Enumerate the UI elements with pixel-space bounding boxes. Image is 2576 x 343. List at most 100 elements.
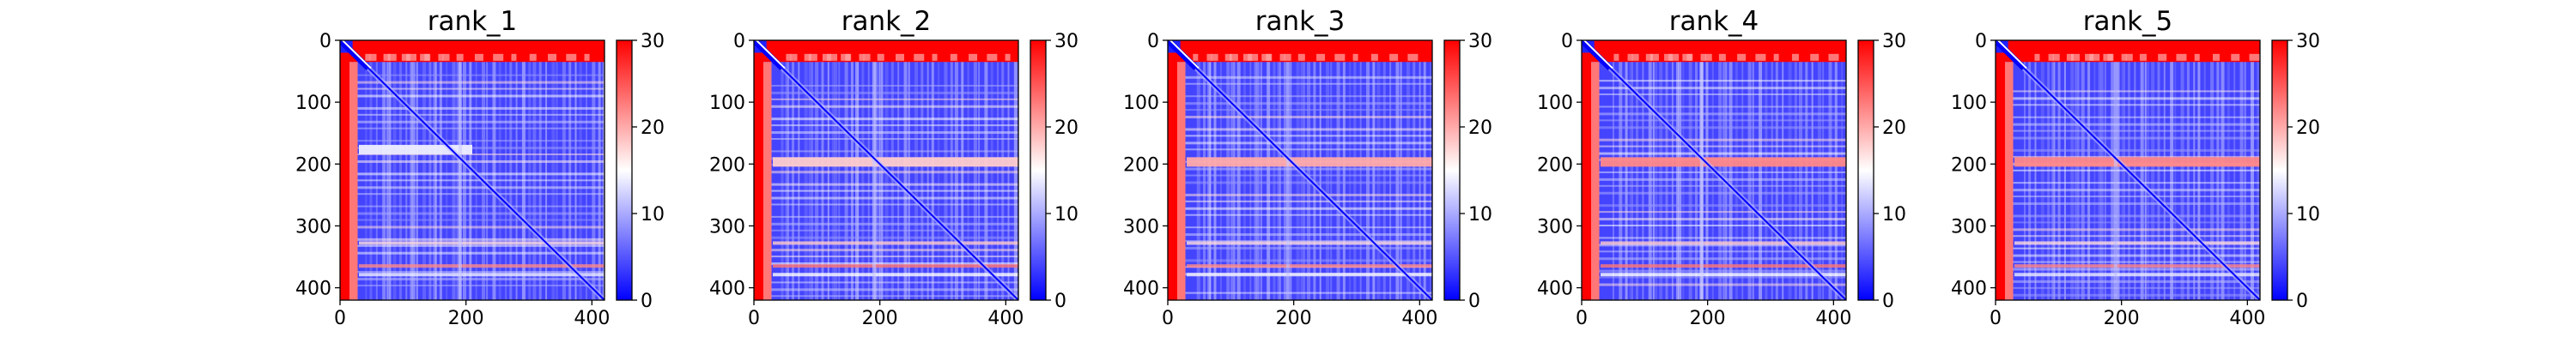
heatmap-streak-row: [1996, 202, 2260, 206]
heatmap-streak-col: [433, 40, 437, 300]
y-tick-label: 0: [733, 31, 745, 52]
colorbar-tick-label: 20: [1882, 117, 1906, 139]
heatmap-streak-col: [1678, 40, 1682, 300]
heatmap-streak-col: [1001, 40, 1005, 300]
x-tick-label: 0: [1162, 308, 1174, 329]
colorbar-tick-label: 30: [1054, 31, 1078, 52]
heatmap-streak-col: [1007, 40, 1010, 300]
heatmap-streak-col: [1834, 40, 1838, 300]
heatmap-streak-col: [498, 40, 501, 300]
x-tick-label: 200: [2104, 308, 2140, 329]
heatmap-top-speckle: [2052, 53, 2060, 61]
heatmap-streak-col: [798, 40, 800, 300]
heatmap-row-band: [359, 264, 605, 268]
heatmap-highlight-band: [2014, 157, 2260, 167]
chart-title: rank_1: [428, 6, 518, 37]
colorbar-tick-label: 30: [1882, 31, 1906, 52]
heatmap-streak-row: [1168, 141, 1432, 145]
heatmap-left-strip-inner: [763, 62, 772, 300]
axes-frame: [339, 39, 605, 301]
heatmap-streak-col: [562, 40, 566, 300]
heatmap-top-speckle: [914, 53, 925, 61]
heatmap-streak-col: [551, 40, 556, 300]
colorbar-tick-label: 20: [641, 117, 665, 139]
y-tick-label: 200: [1123, 154, 1159, 176]
heatmap-streak-col: [908, 40, 910, 300]
chart-title: rank_3: [1255, 6, 1346, 37]
heatmap-streak-row: [1168, 207, 1432, 210]
heatmap-streak-col: [785, 40, 789, 300]
x-tick-label: 200: [448, 308, 484, 329]
heatmap-streak-col: [997, 40, 999, 300]
axes-frame: [1995, 39, 2261, 301]
heatmap-top-speckle: [845, 53, 851, 61]
heatmap-streak-row: [1996, 254, 2260, 257]
colorbar-tick-label: 10: [1054, 204, 1078, 226]
colorbar-tick-label: 10: [1882, 204, 1906, 226]
heatmap-top-speckle: [808, 53, 817, 61]
heatmap-streak-col: [1735, 40, 1738, 300]
heatmap-diagonal-start: [754, 40, 785, 70]
heatmap-top-speckle: [1828, 53, 1839, 61]
heatmap-streak-row: [1168, 109, 1432, 111]
heatmap-streak-col: [874, 40, 878, 300]
heatmap-top-speckle: [1664, 53, 1674, 61]
heatmap-streak-row: [1582, 145, 1846, 147]
heatmap-diagonal-edge: [756, 40, 786, 69]
heatmap-streak-row: [1582, 178, 1846, 181]
heatmap-row-band: [773, 273, 1018, 277]
heatmap-column-band: [872, 40, 876, 300]
heatmap-top-speckle: [1334, 53, 1346, 61]
y-tick-label: 400: [1123, 279, 1159, 300]
y-tick-label: 100: [709, 93, 745, 114]
x-tick-label: 400: [987, 308, 1024, 329]
heatmap-streak-row: [1996, 196, 2260, 198]
heatmap-streak-row: [1168, 214, 1432, 216]
heatmap-streak-col: [486, 40, 489, 300]
heatmap-streak-col: [1775, 40, 1778, 300]
heatmap-image: [1582, 40, 1846, 300]
heatmap-streak-row: [340, 244, 605, 247]
heatmap-streak-row: [1168, 226, 1432, 229]
heatmap-streak-row: [1996, 182, 2260, 184]
heatmap-top-speckle: [2034, 53, 2040, 61]
heatmap-top-speckle: [1613, 53, 1619, 61]
heatmap-streak-row: [340, 219, 605, 221]
heatmap-streak-col: [1642, 40, 1644, 300]
heatmap-streak-col: [388, 40, 392, 300]
heatmap-streak-col: [492, 40, 496, 300]
chart-title: rank_2: [841, 6, 932, 37]
chart-title: rank_4: [1669, 6, 1759, 37]
heatmap-streak-row: [754, 183, 1018, 186]
heatmap-top-speckle: [1773, 53, 1779, 61]
heatmap-streak-row: [754, 222, 1018, 226]
x-tick-label: 200: [1690, 308, 1726, 329]
heatmap-streak-col: [984, 40, 988, 300]
heatmap-top-speckle: [1631, 53, 1639, 61]
heatmap-streak-row: [340, 278, 605, 281]
heatmap-top-speckle: [859, 53, 865, 61]
heatmap-streak-col: [1718, 40, 1722, 300]
heatmap-top-speckle: [456, 53, 464, 61]
heatmap-top-speckle: [493, 53, 504, 61]
heatmap-streak-row: [340, 74, 605, 76]
heatmap-streak-col: [556, 40, 558, 300]
heatmap-diagonal-start: [1996, 40, 2026, 70]
heatmap-streak-row: [1582, 244, 1846, 247]
heatmap-streak-row: [1168, 174, 1432, 177]
heatmap-streak-row: [1168, 116, 1432, 119]
heatmap-streak-row: [1996, 214, 2260, 218]
heatmap-streak-row: [1168, 148, 1432, 151]
heatmap-top-speckle: [1407, 53, 1419, 61]
heatmap-diagonal: [1582, 40, 1846, 300]
heatmap-streak-row: [754, 190, 1018, 192]
axes-frame: [1167, 39, 1433, 301]
heatmap-streak-row: [754, 84, 1018, 87]
heatmap-top-speckle: [2194, 53, 2200, 61]
heatmap-streak-col: [1705, 40, 1709, 300]
heatmap-streak-col: [821, 40, 824, 300]
heatmap-streak-col: [598, 40, 601, 300]
heatmap-streak-col: [811, 40, 813, 300]
